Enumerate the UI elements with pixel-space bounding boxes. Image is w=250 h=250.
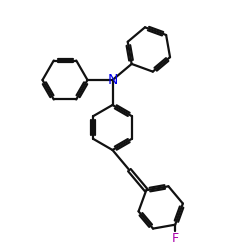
Text: N: N — [107, 73, 118, 87]
Text: F: F — [172, 232, 179, 245]
